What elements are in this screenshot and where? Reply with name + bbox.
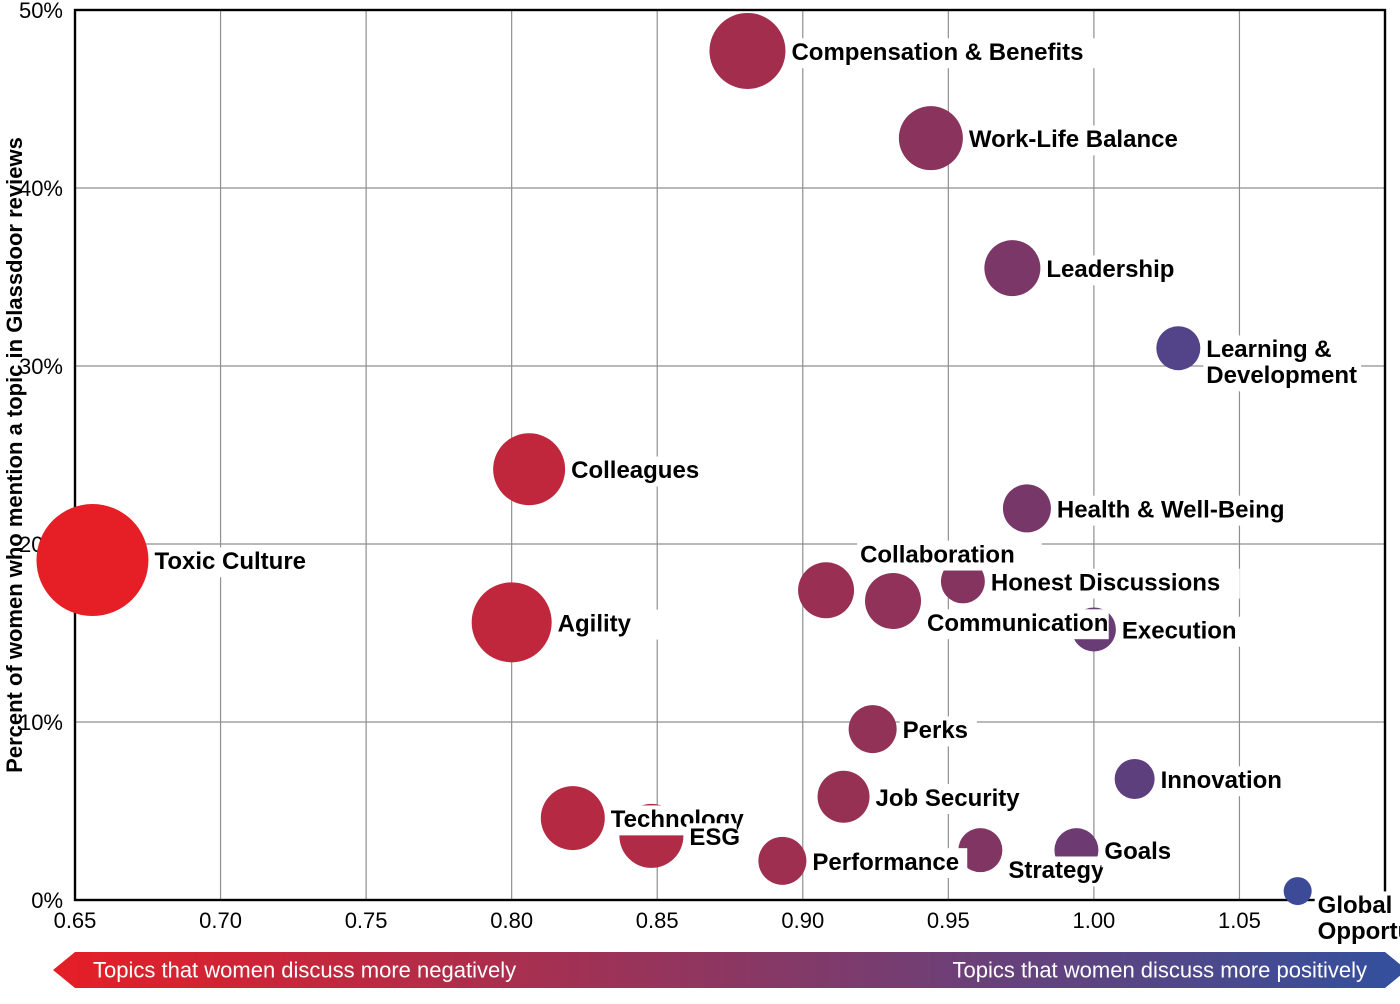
bubble[interactable] (709, 13, 785, 89)
bubble-label: Honest Discussions (991, 569, 1220, 596)
bubble-label: Compensation & Benefits (791, 39, 1083, 66)
bubble-label: Perks (903, 717, 968, 744)
x-tick-label: 0.85 (636, 908, 679, 933)
bubble-label: Colleagues (571, 457, 699, 484)
legend-left-label: Topics that women discuss more negativel… (93, 958, 516, 983)
bubble[interactable] (36, 504, 148, 616)
bubble-label: Work-Life Balance (969, 126, 1178, 153)
chart-container: 0.650.700.750.800.850.900.951.001.051.10… (0, 0, 1400, 1004)
y-tick-label: 50% (19, 0, 63, 23)
bubble-label: Strategy (1008, 857, 1105, 884)
bubble[interactable] (984, 240, 1040, 296)
bubble-label: Goals (1104, 838, 1171, 865)
bubble[interactable] (1003, 484, 1051, 532)
bubble[interactable] (758, 837, 806, 885)
bubble[interactable] (472, 582, 552, 662)
y-axis-title: Percent of women who mention a topic in … (2, 137, 27, 773)
x-tick-label: 0.70 (199, 908, 242, 933)
bubble-label: Toxic Culture (154, 548, 306, 575)
bubble-label: Performance (812, 849, 959, 876)
x-tick-label: 0.95 (927, 908, 970, 933)
bubble[interactable] (1284, 877, 1312, 905)
bubble-chart: 0.650.700.750.800.850.900.951.001.051.10… (0, 0, 1400, 1004)
x-tick-label: 0.75 (345, 908, 388, 933)
x-tick-label: 1.05 (1218, 908, 1261, 933)
bubble-label: Agility (558, 610, 632, 637)
bubble-label: Leadership (1046, 256, 1174, 283)
bubble-label: Communication (927, 610, 1108, 637)
x-tick-label: 0.80 (490, 908, 533, 933)
bubble[interactable] (865, 573, 921, 629)
x-tick-label: 1.00 (1072, 908, 1115, 933)
bubble[interactable] (1115, 759, 1155, 799)
bubble[interactable] (849, 705, 897, 753)
y-tick-label: 0% (31, 888, 63, 913)
bubble-label: ESG (689, 824, 740, 851)
legend-right-label: Topics that women discuss more positivel… (953, 958, 1368, 983)
bubble-label: GlobalOpportunities (1318, 892, 1400, 945)
bubble[interactable] (899, 106, 963, 170)
bubble-label: Job Security (876, 785, 1021, 812)
bubble[interactable] (1156, 326, 1200, 370)
bubble[interactable] (541, 786, 605, 850)
bubble-label: Execution (1122, 617, 1237, 644)
x-tick-label: 0.90 (781, 908, 824, 933)
bubble[interactable] (798, 562, 854, 618)
bubble-label: Collaboration (860, 541, 1015, 568)
bubble[interactable] (493, 433, 565, 505)
bubble-label: Health & Well-Being (1057, 496, 1285, 523)
bubble-label: Innovation (1161, 767, 1282, 794)
bubble[interactable] (818, 771, 870, 823)
